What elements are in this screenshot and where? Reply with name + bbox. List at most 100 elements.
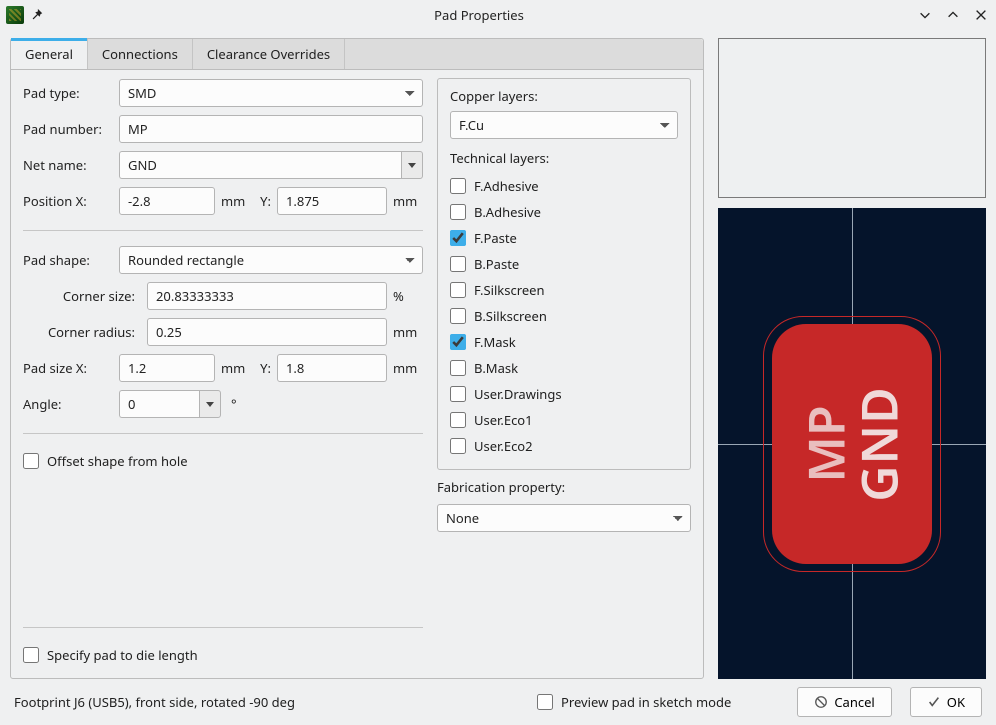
status-text: Footprint J6 (USB5), front side, rotated…	[14, 693, 295, 711]
pad-text-top: MP	[800, 386, 853, 502]
tech-layer-label: F.Silkscreen	[474, 281, 545, 299]
label-net-name: Net name:	[23, 156, 113, 174]
cancel-button[interactable]: Cancel	[797, 687, 891, 717]
unit-mm-radius: mm	[393, 323, 423, 341]
tech-layer-checkbox[interactable]	[450, 438, 466, 454]
bottom-bar: Footprint J6 (USB5), front side, rotated…	[10, 679, 986, 719]
specify-die-input[interactable]	[23, 647, 39, 663]
tech-layer-b-adhesive[interactable]: B.Adhesive	[450, 199, 678, 225]
maximize-icon[interactable]	[944, 6, 962, 24]
unit-mm-posy: mm	[393, 192, 423, 210]
angle-input[interactable]	[119, 390, 199, 418]
corner-radius-input[interactable]	[147, 318, 387, 346]
tab-connections[interactable]: Connections	[88, 39, 193, 69]
label-y-pos: Y:	[257, 192, 271, 210]
label-pad-size-x: Pad size X:	[23, 359, 113, 377]
tech-layer-checkbox[interactable]	[450, 178, 466, 194]
app-icon	[6, 6, 24, 24]
label-technical-layers: Technical layers:	[450, 149, 678, 167]
tech-layer-user-drawings[interactable]: User.Drawings	[450, 381, 678, 407]
technical-layers-list: F.Adhesive B.Adhesive F.Paste B.Paste F.Silk…	[450, 173, 678, 459]
tech-layer-label: F.Mask	[474, 333, 516, 351]
pad-size-y-input[interactable]	[277, 354, 387, 382]
tab-bar: General Connections Clearance Overrides	[11, 39, 703, 70]
specify-die-label: Specify pad to die length	[47, 646, 198, 664]
offset-shape-label: Offset shape from hole	[47, 452, 188, 470]
tech-layer-user-eco1[interactable]: User.Eco1	[450, 407, 678, 433]
tech-layer-checkbox[interactable]	[450, 334, 466, 350]
net-name-input[interactable]	[119, 151, 401, 179]
tech-layer-checkbox[interactable]	[450, 386, 466, 402]
pin-icon[interactable]	[30, 8, 44, 22]
client-area: General Connections Clearance Overrides …	[0, 30, 996, 725]
top-row: General Connections Clearance Overrides …	[10, 38, 986, 679]
tech-layer-b-silkscreen[interactable]: B.Silkscreen	[450, 303, 678, 329]
tech-layer-checkbox[interactable]	[450, 360, 466, 376]
pad-text-bottom: GND	[852, 386, 905, 502]
offset-shape-input[interactable]	[23, 453, 39, 469]
label-copper-layers: Copper layers:	[450, 87, 678, 105]
tech-layer-checkbox[interactable]	[450, 230, 466, 246]
position-y-input[interactable]	[277, 187, 387, 215]
preview-sketch-checkbox[interactable]: Preview pad in sketch mode	[537, 689, 731, 715]
copper-layers-select[interactable]: F.Cu	[450, 111, 678, 139]
corner-size-input[interactable]	[147, 282, 387, 310]
preview-column: MP GND	[718, 38, 986, 679]
tech-layer-label: User.Drawings	[474, 385, 562, 403]
ok-button[interactable]: OK	[910, 687, 982, 717]
tech-layer-label: User.Eco1	[474, 411, 533, 429]
tech-layer-label: B.Paste	[474, 255, 519, 273]
right-column: Copper layers: F.Cu Technical layers: F.…	[437, 78, 691, 668]
fabrication-property-select[interactable]: None	[437, 504, 691, 532]
pad-number-input[interactable]	[119, 115, 423, 143]
tab-clearance-overrides[interactable]: Clearance Overrides	[193, 39, 345, 69]
tech-layer-label: B.Silkscreen	[474, 307, 547, 325]
unit-mm-sizex: mm	[221, 359, 251, 377]
unit-mm-sizey: mm	[393, 359, 423, 377]
divider-2	[23, 433, 423, 434]
preview-sketch-input[interactable]	[537, 694, 553, 710]
tech-layer-b-paste[interactable]: B.Paste	[450, 251, 678, 277]
tech-layer-f-mask[interactable]: F.Mask	[450, 329, 678, 355]
tab-notebook: General Connections Clearance Overrides …	[10, 38, 704, 679]
tab-general[interactable]: General	[11, 39, 88, 69]
ok-icon	[927, 695, 941, 709]
tech-layer-user-eco2[interactable]: User.Eco2	[450, 433, 678, 459]
tech-layer-label: User.Eco2	[474, 437, 533, 455]
tech-layer-f-silkscreen[interactable]: F.Silkscreen	[450, 277, 678, 303]
layers-box: Copper layers: F.Cu Technical layers: F.…	[437, 78, 691, 470]
tech-layer-checkbox[interactable]	[450, 256, 466, 272]
minimize-icon[interactable]	[916, 6, 934, 24]
tech-layer-f-paste[interactable]: F.Paste	[450, 225, 678, 251]
titlebar: Pad Properties	[0, 0, 996, 30]
divider	[23, 230, 423, 231]
pad-type-select[interactable]: SMD	[119, 79, 423, 107]
preview-pad: MP GND	[718, 208, 986, 679]
tech-layer-checkbox[interactable]	[450, 308, 466, 324]
divider-3	[23, 627, 423, 628]
label-pad-shape: Pad shape:	[23, 251, 113, 269]
net-name-dropdown-button[interactable]	[401, 151, 423, 179]
pad-text: MP GND	[800, 386, 905, 502]
pad-size-x-input[interactable]	[119, 354, 215, 382]
tech-layer-checkbox[interactable]	[450, 204, 466, 220]
tech-layer-b-mask[interactable]: B.Mask	[450, 355, 678, 381]
tech-layer-checkbox[interactable]	[450, 282, 466, 298]
left-column: Pad type: SMD Pad number: Net name:	[23, 78, 423, 668]
position-x-input[interactable]	[119, 187, 215, 215]
tech-layer-label: B.Mask	[474, 359, 518, 377]
pad-shape-select[interactable]: Rounded rectangle	[119, 246, 423, 274]
specify-die-checkbox[interactable]: Specify pad to die length	[23, 642, 423, 668]
tech-layer-f-adhesive[interactable]: F.Adhesive	[450, 173, 678, 199]
offset-shape-checkbox[interactable]: Offset shape from hole	[23, 448, 423, 474]
unit-deg: °	[227, 395, 241, 413]
tab-body: Pad type: SMD Pad number: Net name:	[11, 70, 703, 678]
label-angle: Angle:	[23, 395, 113, 413]
tech-layer-label: B.Adhesive	[474, 203, 541, 221]
tech-layer-checkbox[interactable]	[450, 412, 466, 428]
close-icon[interactable]	[972, 6, 990, 24]
label-pad-number: Pad number:	[23, 120, 113, 138]
window: Pad Properties General Connections Clear…	[0, 0, 996, 725]
cancel-icon	[814, 695, 828, 709]
angle-dropdown-button[interactable]	[199, 390, 221, 418]
